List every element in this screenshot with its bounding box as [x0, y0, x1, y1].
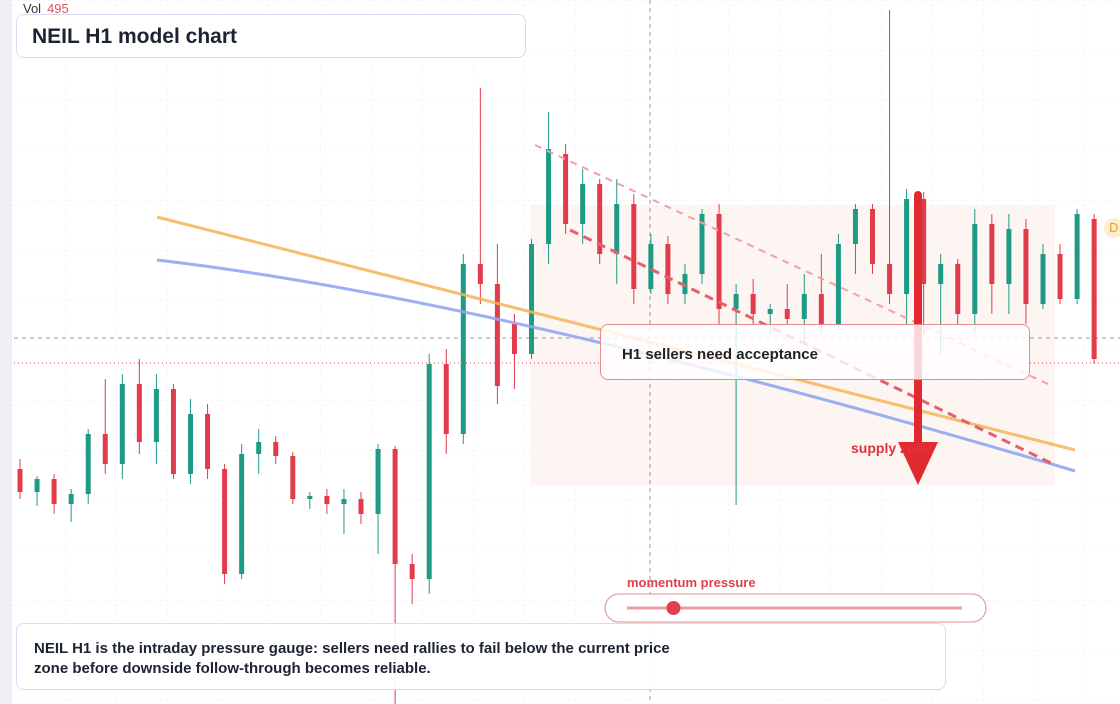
note: NEIL H1 is the intraday pressure gauge: … [16, 623, 946, 690]
candle-body [511, 324, 517, 354]
candle-body [597, 184, 603, 254]
candle-body [887, 264, 893, 294]
candle-body [1040, 254, 1046, 304]
candle-body [341, 499, 347, 504]
candle-body [375, 449, 381, 514]
candle-body [392, 449, 398, 564]
supply-label: supply zone [851, 440, 932, 456]
candle-body [699, 214, 705, 274]
arrow-head [898, 442, 938, 485]
candle-body [494, 284, 500, 386]
slider-knob[interactable] [666, 601, 681, 615]
candle-body [119, 384, 125, 464]
candle-body [716, 214, 722, 309]
candle-body [852, 209, 858, 244]
candle-body [750, 294, 756, 314]
candle-body [921, 199, 927, 284]
candle-body [818, 294, 824, 324]
candle-body [68, 494, 74, 504]
candle-body [324, 496, 330, 504]
candle-body [460, 264, 466, 434]
volume-readout: Vol 495 [23, 1, 69, 16]
volume-value: 495 [47, 1, 69, 16]
candle-body [989, 224, 995, 284]
candle-body [222, 469, 228, 574]
candle-body [34, 479, 40, 492]
candle-body [85, 434, 91, 494]
candle-body [188, 414, 193, 474]
candle-body [102, 434, 108, 464]
candle-body [153, 389, 159, 442]
note-text: NEIL H1 is the intraday pressure gauge: … [34, 640, 670, 677]
candle-body [477, 264, 483, 284]
candle-body [682, 274, 688, 294]
candle-body [870, 209, 875, 264]
candle-body [17, 469, 23, 492]
candle-body [767, 309, 773, 314]
candle-body [614, 204, 620, 254]
candle-body [1091, 219, 1097, 359]
candle-body [733, 294, 739, 309]
candle-body [1006, 229, 1012, 284]
candle-body [239, 454, 245, 574]
candle-body [426, 364, 432, 579]
candle-body [801, 294, 807, 319]
candle-body [1074, 214, 1080, 299]
trend-line [156, 258, 1076, 473]
volume-label: Vol [23, 1, 42, 16]
candle-body [205, 414, 211, 469]
candle-body [307, 496, 313, 499]
candle-body [273, 442, 279, 456]
candle-body [665, 244, 671, 294]
candle-body [631, 204, 637, 289]
candle-body [835, 244, 841, 324]
candle-body [358, 499, 364, 514]
candle-body [290, 456, 296, 499]
candle-body [136, 384, 142, 442]
candle-body [1023, 229, 1029, 304]
candle-body [443, 364, 449, 434]
candle-body [170, 389, 176, 474]
candle-body [546, 149, 552, 244]
momentum-label: momentum pressure [627, 575, 756, 590]
zone-label: H1 sellers need acceptance [600, 324, 1030, 380]
badge: D [1104, 218, 1120, 238]
chart-title: NEIL H1 model chart [16, 14, 526, 58]
candle-body [1057, 254, 1063, 299]
candles [17, 10, 1097, 704]
candle-body [972, 224, 978, 314]
candle-body [580, 184, 586, 224]
left-strip [0, 0, 12, 704]
candle-body [784, 309, 790, 319]
candle-body [51, 479, 57, 504]
candle-body [904, 199, 910, 294]
candle-body [529, 244, 534, 354]
candle-body [409, 564, 415, 579]
candle-body [256, 442, 262, 454]
candle-body [955, 264, 961, 314]
candle-body [938, 264, 944, 284]
candle-body [563, 154, 569, 224]
candle-body [648, 244, 654, 289]
